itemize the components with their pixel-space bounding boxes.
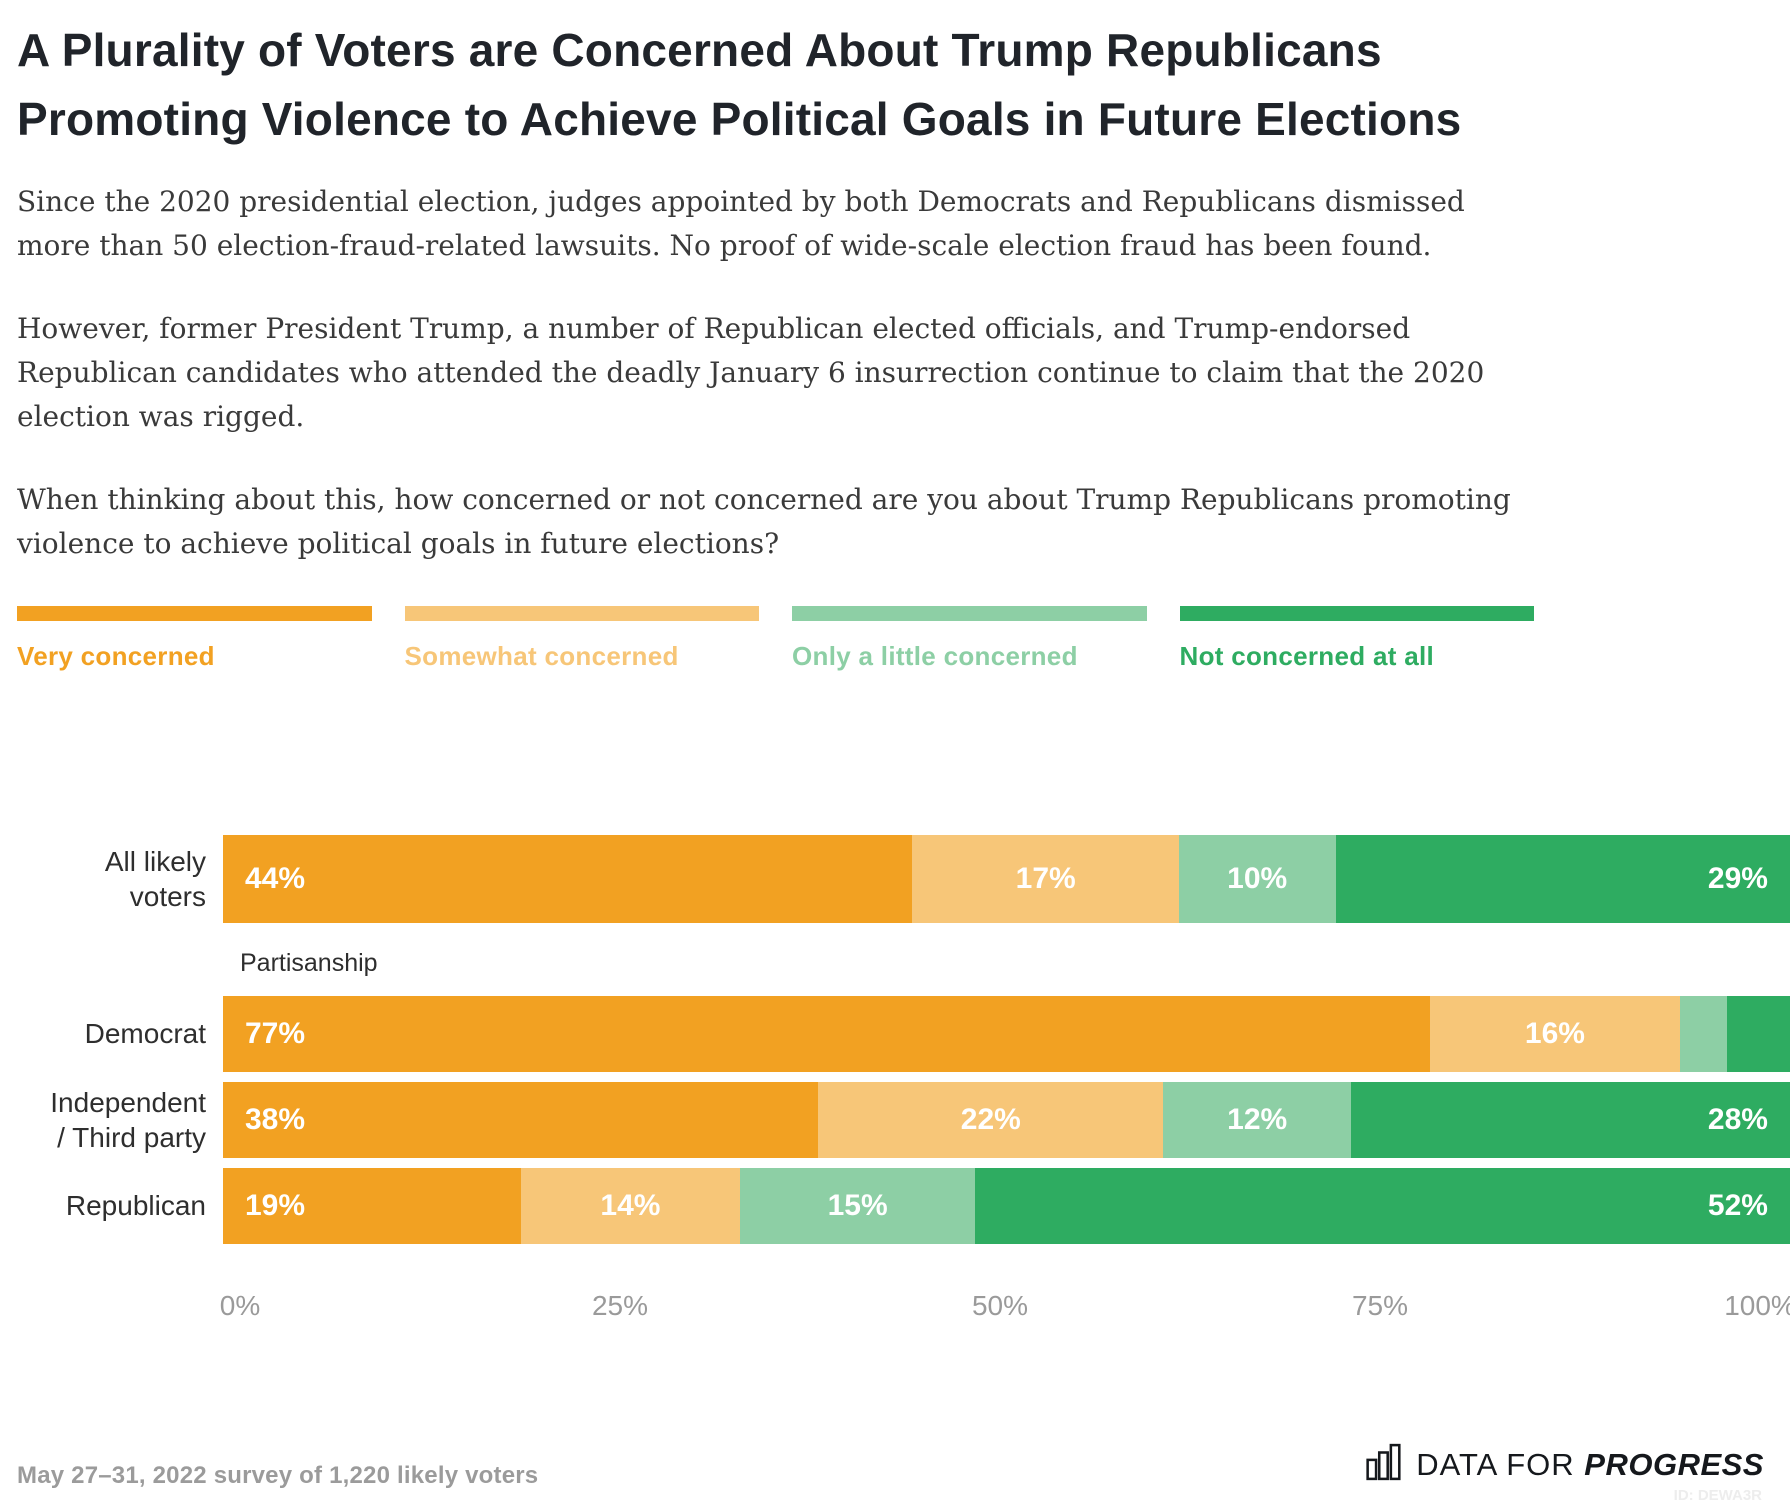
bar-segment: 19%	[223, 1167, 521, 1244]
paragraph-lawsuits: Since the 2020 presidential election, ju…	[17, 185, 1465, 262]
bar-segment: 14%	[520, 1167, 741, 1244]
row-label: Democrat	[84, 1018, 206, 1050]
chart-row: Democrat 77% 16%	[17, 995, 1790, 1072]
stacked-bar-chart: All likely voters 44% 17% 10% 29% Partisanshi…	[17, 834, 1790, 1326]
legend-swatch	[792, 605, 1147, 621]
segment-value-label: 52%	[1707, 1188, 1768, 1222]
chart-legend: Very concerned Somewhat concerned Only a l…	[17, 605, 1534, 672]
segment-value-label: 16%	[1524, 1016, 1585, 1050]
x-axis-tick: 75%	[1351, 1289, 1409, 1321]
bar-segment: 16%	[1429, 995, 1681, 1072]
chart-row: Republican 19% 14% 15% 52%	[17, 1167, 1790, 1244]
footer: May 27–31, 2022 survey of 1,220 likely v…	[17, 1443, 1764, 1504]
legend-label: Not concerned at all	[1179, 640, 1434, 671]
x-axis-tick: 50%	[971, 1289, 1029, 1321]
stacked-bar: 77% 16%	[223, 995, 1790, 1072]
segment-value-label: 28%	[1707, 1102, 1768, 1136]
paragraph-trump-claims: However, former President Trump, a numbe…	[17, 312, 1485, 433]
legend-item: Very concerned	[17, 605, 372, 672]
bar-segment: 17%	[912, 834, 1179, 923]
segment-value-label: 17%	[1015, 861, 1076, 895]
chart-row: Independent / Third party 38% 22% 12% 28%	[17, 1081, 1790, 1158]
segment-value-label: 12%	[1227, 1102, 1288, 1136]
x-axis-tick: 25%	[591, 1289, 649, 1321]
logo-wordmark: DATA FOR PROGRESS	[1416, 1447, 1764, 1483]
bar-segment	[1680, 995, 1728, 1072]
x-axis-tick: 0%	[219, 1289, 261, 1321]
legend-item: Not concerned at all	[1179, 605, 1534, 672]
data-for-progress-logo: DATA FOR PROGRESS ID: DEWA3R	[1364, 1443, 1764, 1504]
bar-segment: 22%	[818, 1081, 1164, 1158]
legend-swatch	[404, 605, 759, 621]
row-label: All likely voters	[104, 845, 206, 912]
stacked-bar: 19% 14% 15% 52%	[223, 1167, 1790, 1244]
chart-row: All likely voters 44% 17% 10% 29%	[17, 834, 1790, 923]
segment-value-label: 44%	[245, 861, 306, 895]
bar-segment: 77%	[223, 995, 1430, 1072]
segment-value-label: 38%	[245, 1102, 306, 1136]
bar-segment: 38%	[223, 1081, 819, 1158]
intro-paragraphs: Since the 2020 presidential election, ju…	[17, 180, 1542, 566]
chart-rows: All likely voters 44% 17% 10% 29% Partisanshi…	[17, 834, 1790, 1244]
page-title: A Plurality of Voters are Concerned Abou…	[17, 24, 1462, 145]
legend-swatch	[17, 605, 372, 621]
legend-item: Only a little concerned	[792, 605, 1147, 672]
bar-segment: 12%	[1163, 1081, 1352, 1158]
segment-value-label: 77%	[245, 1016, 306, 1050]
bar-segment	[1727, 995, 1790, 1072]
segment-value-label: 29%	[1707, 861, 1768, 895]
row-label: Republican	[65, 1190, 206, 1222]
stacked-bar: 38% 22% 12% 28%	[223, 1081, 1790, 1158]
x-axis: 0% 25% 50% 75% 100%	[220, 1289, 1790, 1326]
stacked-bar: 44% 17% 10% 29%	[223, 834, 1790, 923]
segment-value-label: 15%	[827, 1188, 888, 1222]
bar-segment: 52%	[975, 1167, 1790, 1244]
legend-label: Very concerned	[17, 640, 215, 671]
bar-segment: 15%	[740, 1167, 976, 1244]
image-id-watermark: ID: DEWA3R	[1673, 1487, 1762, 1504]
legend-item: Somewhat concerned	[404, 605, 759, 672]
segment-value-label: 19%	[245, 1188, 306, 1222]
segment-value-label: 10%	[1227, 861, 1288, 895]
legend-swatch	[1179, 605, 1534, 621]
bar-segment: 29%	[1335, 834, 1790, 923]
bar-segment: 10%	[1178, 834, 1336, 923]
bar-segment: 28%	[1351, 1081, 1790, 1158]
row-label: Independent / Third party	[50, 1086, 206, 1153]
x-axis-tick: 100%	[1724, 1289, 1790, 1321]
logo-prefix: DATA FOR	[1416, 1446, 1575, 1482]
survey-footnote: May 27–31, 2022 survey of 1,220 likely v…	[17, 1462, 539, 1489]
paragraph-survey-question: When thinking about this, how concerned …	[17, 483, 1511, 561]
bar-chart-icon	[1364, 1443, 1404, 1486]
segment-value-label: 14%	[600, 1188, 661, 1222]
section-label-partisanship: Partisanship	[240, 948, 378, 977]
segment-value-label: 22%	[960, 1102, 1021, 1136]
legend-label: Somewhat concerned	[404, 640, 679, 671]
bar-segment: 44%	[223, 834, 913, 923]
legend-label: Only a little concerned	[792, 640, 1078, 671]
logo-bold: PROGRESS	[1584, 1446, 1764, 1482]
